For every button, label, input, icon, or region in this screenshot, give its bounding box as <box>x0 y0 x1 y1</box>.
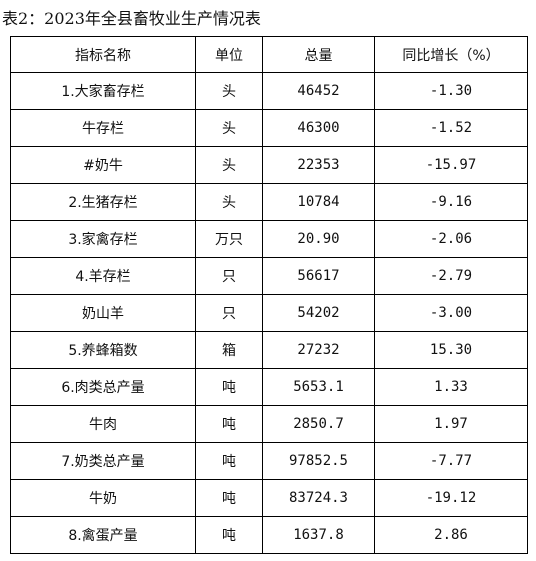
indicator-name: 3.家禽存栏 <box>10 220 196 258</box>
unit-cell: 头 <box>195 109 263 147</box>
total-cell: 22353 <box>262 146 375 184</box>
indicator-name: 牛肉 <box>10 405 196 443</box>
yoy-cell: 1.33 <box>374 368 528 406</box>
yoy-cell: 2.86 <box>374 516 528 554</box>
table-row: 6.肉类总产量 吨 5653.1 1.33 <box>10 368 528 406</box>
indicator-name: 5.养蜂箱数 <box>10 331 196 369</box>
indicator-name: 6.肉类总产量 <box>10 368 196 406</box>
livestock-production-table: 指标名称 单位 总量 同比增长（%） 1.大家畜存栏 头 46452 -1.30… <box>10 36 528 554</box>
unit-cell: 吨 <box>195 368 263 406</box>
indicator-name: 8.禽蛋产量 <box>10 516 196 554</box>
unit-cell: 吨 <box>195 442 263 480</box>
total-cell: 46452 <box>262 72 375 110</box>
unit-cell: 吨 <box>195 479 263 517</box>
unit-cell: 头 <box>195 72 263 110</box>
table-title: 表2：2023年全县畜牧业生产情况表 <box>2 9 261 28</box>
header-unit: 单位 <box>195 36 263 73</box>
table-row: 3.家禽存栏 万只 20.90 -2.06 <box>10 220 528 258</box>
indicator-name: #奶牛 <box>10 146 196 184</box>
indicator-name: 奶山羊 <box>10 294 196 332</box>
table-row: 1.大家畜存栏 头 46452 -1.30 <box>10 72 528 110</box>
unit-cell: 万只 <box>195 220 263 258</box>
total-cell: 1637.8 <box>262 516 375 554</box>
total-cell: 2850.7 <box>262 405 375 443</box>
yoy-cell: 15.30 <box>374 331 528 369</box>
yoy-cell: -15.97 <box>374 146 528 184</box>
yoy-cell: -19.12 <box>374 479 528 517</box>
header-yoy-growth: 同比增长（%） <box>374 36 528 73</box>
table-row: 牛肉 吨 2850.7 1.97 <box>10 405 528 443</box>
indicator-name: 牛存栏 <box>10 109 196 147</box>
table-row: 2.生猪存栏 头 10784 -9.16 <box>10 183 528 221</box>
header-indicator-name: 指标名称 <box>10 36 196 73</box>
unit-cell: 吨 <box>195 405 263 443</box>
total-cell: 5653.1 <box>262 368 375 406</box>
yoy-cell: -2.06 <box>374 220 528 258</box>
total-cell: 56617 <box>262 257 375 295</box>
yoy-cell: -1.30 <box>374 72 528 110</box>
unit-cell: 吨 <box>195 516 263 554</box>
yoy-cell: -1.52 <box>374 109 528 147</box>
header-total: 总量 <box>262 36 375 73</box>
table-row: #奶牛 头 22353 -15.97 <box>10 146 528 184</box>
table-row: 牛奶 吨 83724.3 -19.12 <box>10 479 528 517</box>
yoy-cell: 1.97 <box>374 405 528 443</box>
yoy-cell: -3.00 <box>374 294 528 332</box>
table-row: 7.奶类总产量 吨 97852.5 -7.77 <box>10 442 528 480</box>
indicator-name: 1.大家畜存栏 <box>10 72 196 110</box>
total-cell: 83724.3 <box>262 479 375 517</box>
table-row: 5.养蜂箱数 箱 27232 15.30 <box>10 331 528 369</box>
unit-cell: 头 <box>195 183 263 221</box>
indicator-name: 牛奶 <box>10 479 196 517</box>
table-header-row: 指标名称 单位 总量 同比增长（%） <box>10 36 528 73</box>
total-cell: 46300 <box>262 109 375 147</box>
indicator-name: 4.羊存栏 <box>10 257 196 295</box>
indicator-name: 2.生猪存栏 <box>10 183 196 221</box>
table-row: 4.羊存栏 只 56617 -2.79 <box>10 257 528 295</box>
yoy-cell: -9.16 <box>374 183 528 221</box>
indicator-name: 7.奶类总产量 <box>10 442 196 480</box>
total-cell: 27232 <box>262 331 375 369</box>
total-cell: 97852.5 <box>262 442 375 480</box>
unit-cell: 头 <box>195 146 263 184</box>
total-cell: 10784 <box>262 183 375 221</box>
yoy-cell: -7.77 <box>374 442 528 480</box>
yoy-cell: -2.79 <box>374 257 528 295</box>
unit-cell: 只 <box>195 257 263 295</box>
unit-cell: 箱 <box>195 331 263 369</box>
unit-cell: 只 <box>195 294 263 332</box>
table-row: 奶山羊 只 54202 -3.00 <box>10 294 528 332</box>
table-row: 8.禽蛋产量 吨 1637.8 2.86 <box>10 516 528 554</box>
table-row: 牛存栏 头 46300 -1.52 <box>10 109 528 147</box>
total-cell: 20.90 <box>262 220 375 258</box>
total-cell: 54202 <box>262 294 375 332</box>
